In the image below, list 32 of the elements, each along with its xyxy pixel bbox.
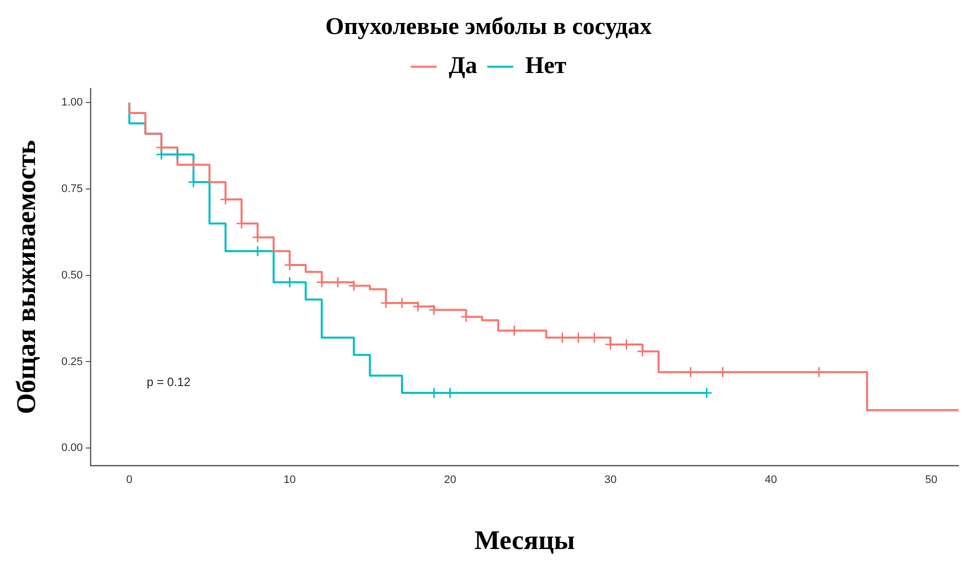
legend-title: Опухолевые эмболы в сосудах [325,14,652,40]
y-tick-label: 1.00 [61,96,83,109]
x-tick-label: 20 [444,474,456,486]
point [684,366,696,378]
x-tick-label: 0 [126,474,132,486]
point [700,387,712,399]
point [716,366,728,378]
y-axis-title: Общая выживаемость [11,140,42,414]
point [813,366,825,378]
point [428,304,440,316]
point [188,176,200,188]
y-tick-label: 0.25 [61,356,83,368]
x-tick-label: 40 [764,474,777,486]
annotation: p = 0.12 [146,374,191,389]
x-axis-title: Месяцы [474,524,575,555]
point [572,332,584,344]
legend-label: Нет [525,53,567,80]
y-tick-label: 0.75 [61,183,83,196]
y-tick-label: 0.00 [61,442,83,454]
x-tick-label: 50 [925,474,938,486]
point [460,311,472,323]
point [252,245,264,257]
legend-label: Да [448,53,478,80]
x-tick-label: 30 [604,474,617,486]
x-tick-label: 10 [284,474,296,486]
point [252,232,264,244]
point [428,387,440,399]
point [556,332,568,344]
y-tick-label: 0.50 [61,269,83,282]
point [588,332,600,344]
point [444,387,456,399]
point [508,324,520,336]
